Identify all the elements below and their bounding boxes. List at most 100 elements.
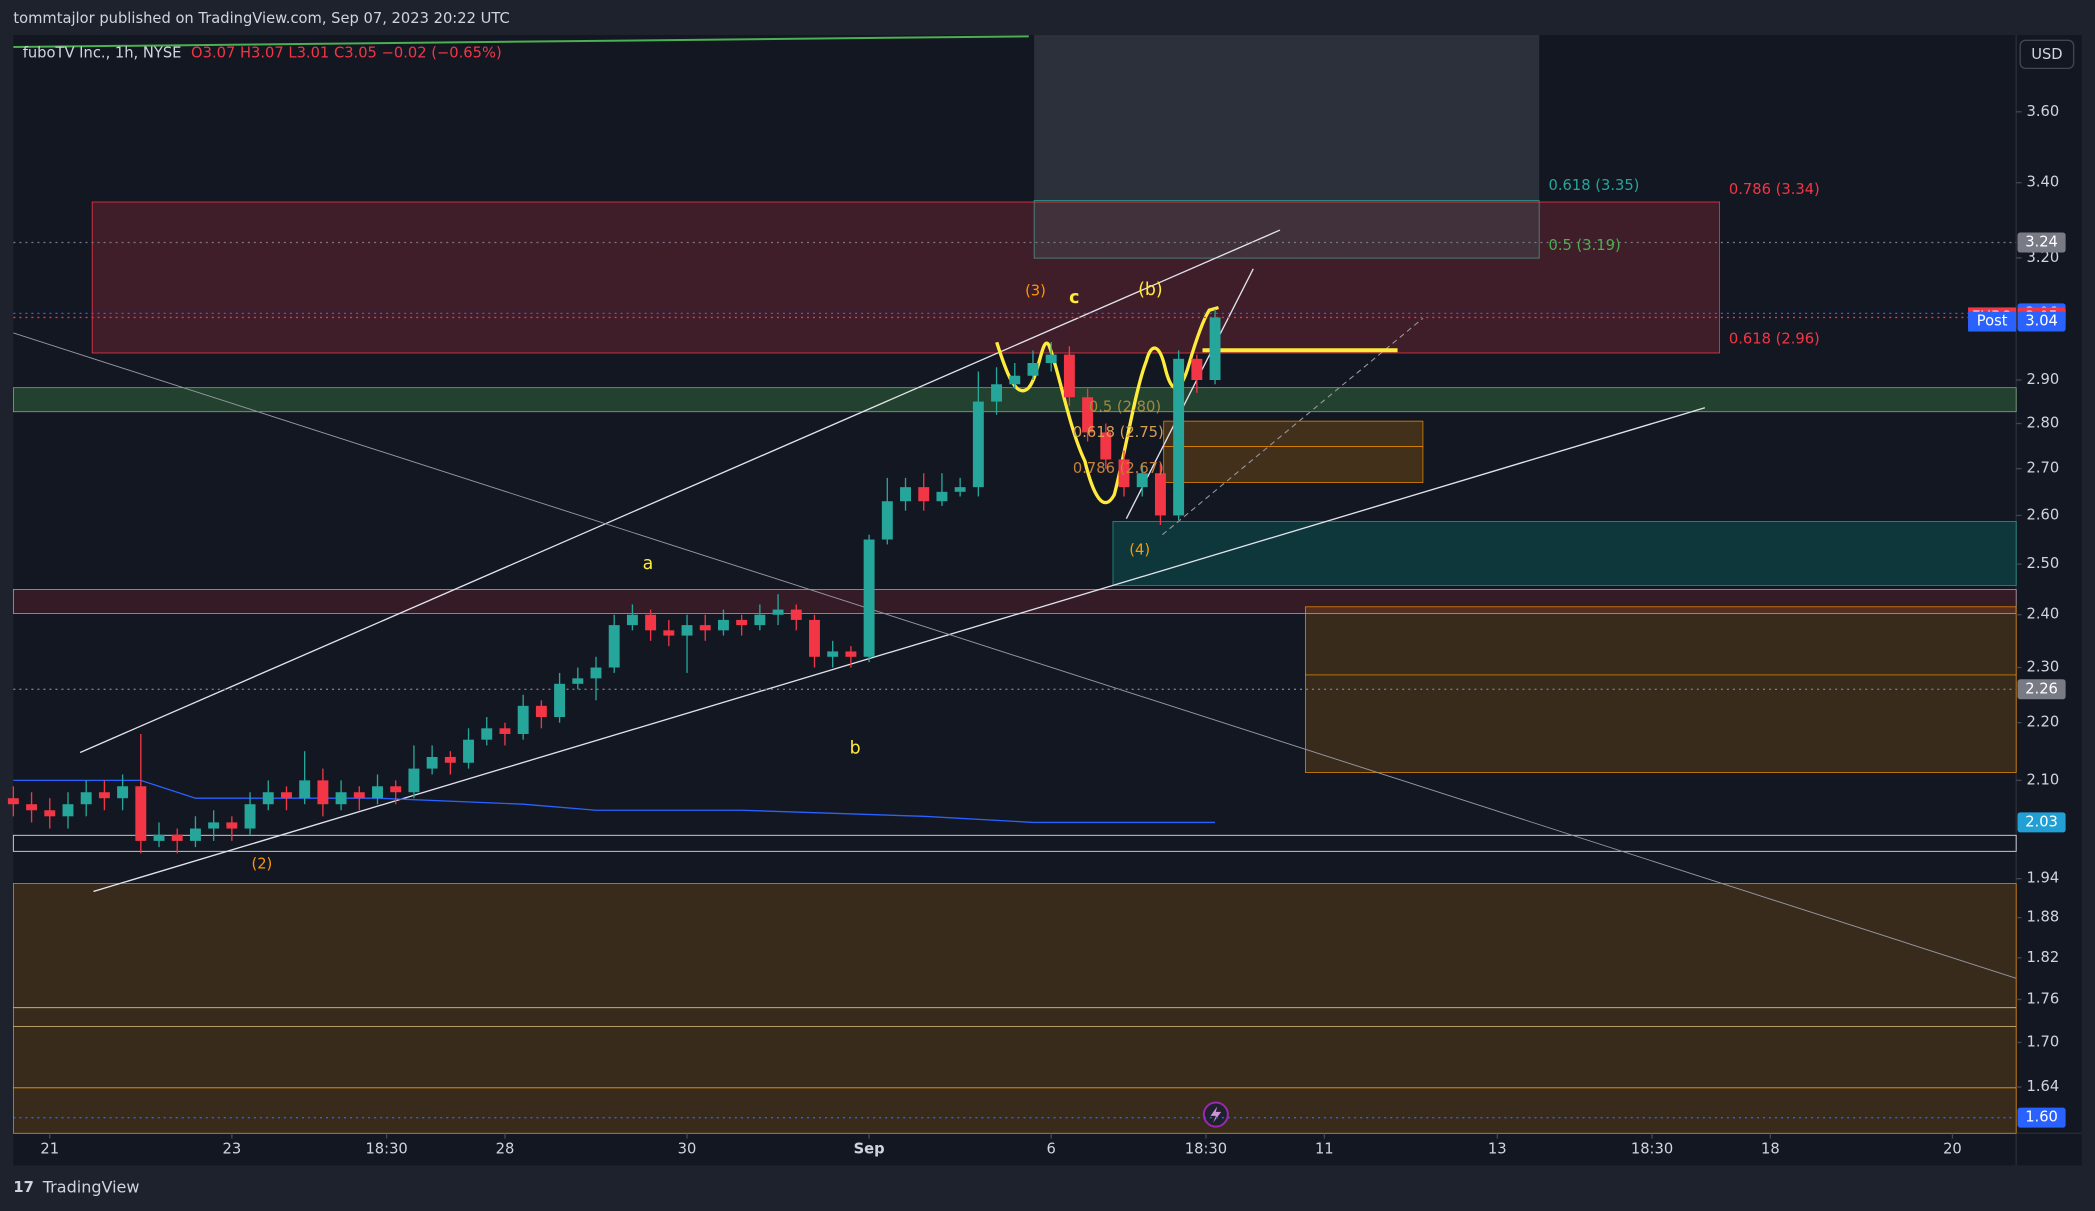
candle-body <box>790 609 802 620</box>
y-tick-label: 1.70 <box>2027 1033 2060 1050</box>
candle-body <box>517 705 529 734</box>
x-tick-label: 13 <box>1488 1140 1507 1157</box>
candle-body <box>117 786 129 799</box>
price-badge <box>2017 1107 2066 1128</box>
candle-body <box>736 619 748 626</box>
candle-body <box>226 822 238 829</box>
y-tick-label: 1.94 <box>2027 870 2060 887</box>
candle-body <box>444 756 456 763</box>
candle-body <box>845 651 857 657</box>
candle-body <box>554 683 566 718</box>
y-tick-label: 2.30 <box>2027 659 2060 676</box>
candle-body <box>863 539 875 657</box>
x-tick-label: 11 <box>1315 1140 1334 1157</box>
candle-body <box>754 614 766 626</box>
candle-body <box>281 792 292 799</box>
x-tick-label: 28 <box>496 1140 515 1157</box>
candle-body <box>353 792 365 799</box>
candle-body <box>262 792 274 805</box>
y-tick-label: 2.90 <box>2027 371 2060 388</box>
zone <box>12 834 2017 852</box>
price-badge-label: 1.60 <box>2025 1109 2058 1126</box>
price-badge-label: 3.04 <box>2025 313 2058 330</box>
wave-label: c <box>1069 288 1079 308</box>
y-tick-label: 2.50 <box>2027 555 2060 572</box>
legend-symbol: fuboTV Inc., 1h, NYSE <box>23 45 182 62</box>
candle-body <box>153 834 165 841</box>
currency-label[interactable]: USD <box>2031 46 2062 63</box>
zone <box>13 387 2017 413</box>
candle-body <box>1136 473 1148 488</box>
zone <box>13 589 2017 614</box>
candle-body <box>1082 397 1094 433</box>
fib-label: 0.786 (2.67) <box>1073 460 1164 477</box>
candle-body <box>572 678 584 684</box>
price-badge-label: 3.24 <box>2025 233 2058 250</box>
fib-label: 0.618 (3.35) <box>1549 177 1640 194</box>
candle-body <box>463 739 475 763</box>
candle-body <box>7 798 19 805</box>
y-tick-label: 1.64 <box>2027 1078 2060 1095</box>
candle-body <box>499 728 511 734</box>
fib-label: 0.786 (3.34) <box>1729 181 1820 198</box>
zone <box>1112 520 2017 586</box>
trendline <box>79 229 1281 754</box>
candle-body <box>98 792 110 799</box>
zone <box>1163 420 1424 483</box>
price-badge <box>2017 812 2066 833</box>
zone <box>13 883 2017 1134</box>
footer-brand: TradingView <box>42 1178 140 1197</box>
candle-body <box>954 487 966 492</box>
y-tick-label: 1.88 <box>2027 909 2060 926</box>
y-tick-label: 1.82 <box>2027 949 2060 966</box>
y-tick-label: 3.60 <box>2027 103 2060 120</box>
legend-ohlc: O3.07 H3.07 L3.01 C3.05 −0.02 (−0.65%) <box>191 45 502 62</box>
candle-body <box>699 625 711 631</box>
candle-body <box>809 619 820 657</box>
y-tick-label: 2.70 <box>2027 460 2060 477</box>
series-layer <box>7 241 2017 1119</box>
price-badge-label: 2.26 <box>2025 680 2058 697</box>
candle-body <box>535 705 547 718</box>
drawings <box>12 34 2017 1134</box>
candle-body <box>62 804 74 817</box>
fib-label: 0.5 (3.19) <box>1549 237 1621 254</box>
trendline <box>1162 317 1424 536</box>
trendline <box>93 407 1706 893</box>
header: tommtajlor published on TradingView.com,… <box>13 10 509 27</box>
candle-body <box>991 384 1003 402</box>
candle-body <box>1154 473 1166 516</box>
candle-body <box>663 630 675 636</box>
candle-body <box>390 786 402 793</box>
footer-logo: 17 <box>13 1179 33 1196</box>
candle-body <box>772 609 784 615</box>
candle-body <box>608 625 620 668</box>
x-tick-label: 6 <box>1047 1140 1056 1157</box>
candle-body <box>681 625 693 636</box>
currency-button[interactable] <box>2019 39 2075 70</box>
zone <box>1033 200 1540 259</box>
y-tick-label: 1.76 <box>2027 990 2060 1007</box>
candle-body <box>44 810 56 817</box>
candle-body <box>717 619 729 631</box>
zone <box>91 201 1720 354</box>
price-tag-label: Post <box>1977 313 2008 330</box>
price-tag <box>1968 311 2017 332</box>
x-tick-label: 23 <box>222 1140 241 1157</box>
wave-label: (b) <box>1138 280 1163 300</box>
wave-label: (4) <box>1129 542 1150 559</box>
fib-label: 0.618 (2.75) <box>1073 424 1164 441</box>
fib-label: 0.618 (2.96) <box>1729 331 1820 348</box>
candle-body <box>408 768 420 793</box>
y-tick-label: 2.60 <box>2027 506 2060 523</box>
event-icon-glyph <box>1210 1106 1222 1123</box>
candle-body <box>171 834 183 841</box>
candle-body <box>1063 354 1075 398</box>
y-tick-label: 2.80 <box>2027 415 2060 432</box>
candle-body <box>372 786 383 799</box>
x-tick-label: Sep <box>854 1140 885 1157</box>
candle-body <box>626 614 638 626</box>
price-badge <box>2017 679 2066 700</box>
candle-body <box>426 756 438 769</box>
candle-body <box>900 487 911 502</box>
